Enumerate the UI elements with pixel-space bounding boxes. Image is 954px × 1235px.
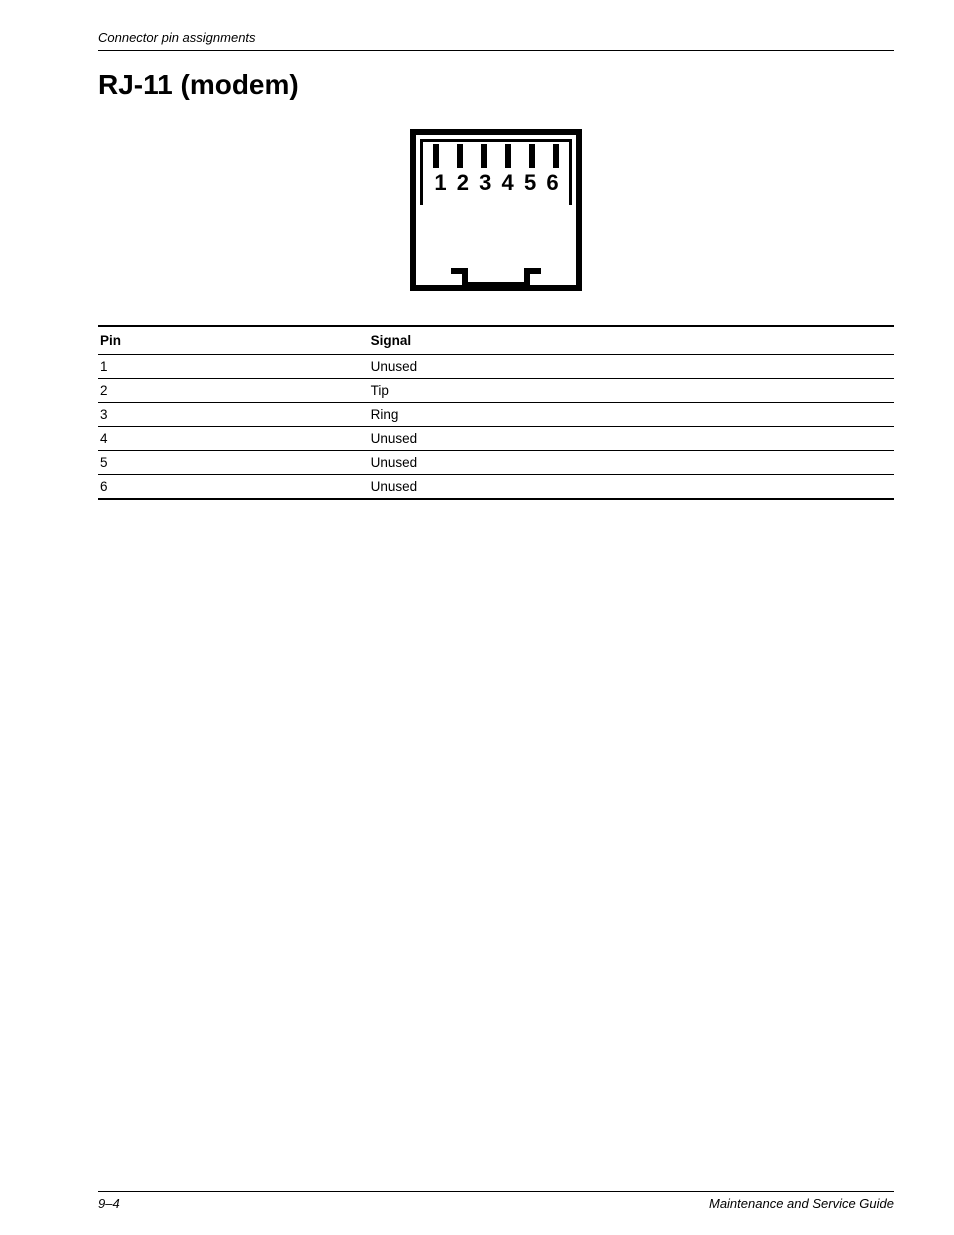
- connector-figure: 1 2 3 4 5 6: [98, 129, 894, 291]
- table-header-row: Pin Signal: [98, 326, 894, 355]
- table-header-cell: Signal: [369, 326, 894, 355]
- doc-title-footer: Maintenance and Service Guide: [709, 1196, 894, 1211]
- table-cell: 2: [98, 378, 369, 402]
- table-row: 2 Tip: [98, 378, 894, 402]
- page-footer: 9–4 Maintenance and Service Guide: [98, 1191, 894, 1211]
- table-row: 1 Unused: [98, 354, 894, 378]
- rj11-connector-diagram: 1 2 3 4 5 6: [410, 129, 582, 291]
- running-header: Connector pin assignments: [98, 30, 894, 51]
- table-body: 1 Unused 2 Tip 3 Ring 4 Unused 5 Unused …: [98, 354, 894, 499]
- table-cell: Unused: [369, 354, 894, 378]
- table-cell: Unused: [369, 474, 894, 499]
- rj11-pin: [481, 144, 487, 168]
- pin-assignment-table: Pin Signal 1 Unused 2 Tip 3 Ring 4 Unuse…: [98, 325, 894, 500]
- rj11-top-inner: 1 2 3 4 5 6: [420, 139, 572, 205]
- table-header-cell: Pin: [98, 326, 369, 355]
- table-cell: 4: [98, 426, 369, 450]
- table-head: Pin Signal: [98, 326, 894, 355]
- rj11-pins-row: [433, 144, 559, 168]
- page: Connector pin assignments RJ-11 (modem) …: [0, 0, 954, 1235]
- pin-number: 4: [500, 170, 514, 196]
- pin-number: 6: [545, 170, 559, 196]
- rj11-pin: [529, 144, 535, 168]
- rj11-pin: [457, 144, 463, 168]
- rj11-latch-tab: [451, 265, 541, 291]
- table-cell: 3: [98, 402, 369, 426]
- table-cell: Tip: [369, 378, 894, 402]
- pin-number: 3: [478, 170, 492, 196]
- page-title: RJ-11 (modem): [98, 69, 894, 101]
- table-cell: Unused: [369, 450, 894, 474]
- rj11-body-shell: [410, 205, 582, 291]
- pin-number: 1: [433, 170, 447, 196]
- table-cell: 1: [98, 354, 369, 378]
- rj11-top-shell: 1 2 3 4 5 6: [410, 129, 582, 205]
- rj11-pin: [553, 144, 559, 168]
- pin-number: 2: [455, 170, 469, 196]
- table-row: 5 Unused: [98, 450, 894, 474]
- table-cell: 5: [98, 450, 369, 474]
- rj11-pin: [505, 144, 511, 168]
- table-cell: 6: [98, 474, 369, 499]
- table-cell: Ring: [369, 402, 894, 426]
- table-row: 3 Ring: [98, 402, 894, 426]
- pin-number: 5: [523, 170, 537, 196]
- table-row: 4 Unused: [98, 426, 894, 450]
- page-number: 9–4: [98, 1196, 120, 1211]
- rj11-pin-numbers: 1 2 3 4 5 6: [433, 170, 559, 196]
- table-row: 6 Unused: [98, 474, 894, 499]
- rj11-pin: [433, 144, 439, 168]
- table-cell: Unused: [369, 426, 894, 450]
- content-spacer: [98, 500, 894, 1191]
